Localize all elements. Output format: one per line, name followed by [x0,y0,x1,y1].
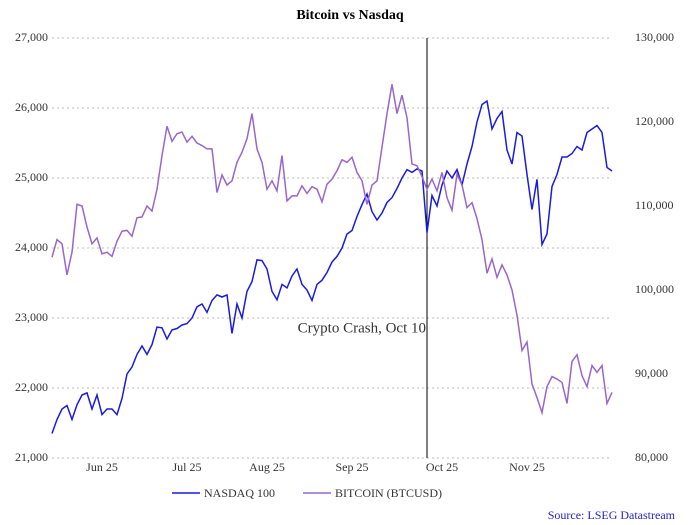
y2-tick-label: 120,000 [635,114,674,128]
x-tick-label: Nov 25 [509,460,545,474]
source: Source: LSEG Datastream [548,508,676,522]
y-tick-label: 27,000 [15,30,48,44]
y2-tick-label: 130,000 [635,30,674,44]
y-tick-label: 22,000 [15,380,48,394]
chart-title: Bitcoin vs Nasdaq [296,8,404,23]
series-line [51,99,613,434]
x-tick-label: Aug 25 [249,460,285,474]
y2-tick-label: 110,000 [635,198,674,212]
legend-label: NASDAQ 100 [204,486,275,500]
y2-tick-label: 100,000 [635,282,674,296]
y-tick-label: 21,000 [15,450,48,464]
x-tick-label: Jun 25 [86,460,118,474]
series-line [51,84,613,416]
annotation: Crypto Crash, Oct 10 [298,320,426,336]
x-tick-label: Jul 25 [172,460,201,474]
y-tick-label: 25,000 [15,170,48,184]
x-tick-label: Oct 25 [426,460,458,474]
y2-tick-label: 80,000 [635,450,668,464]
x-tick-label: Sep 25 [336,460,369,474]
y-tick-label: 24,000 [15,240,48,254]
y2-tick-label: 90,000 [635,366,668,380]
legend-label: BITCOIN (BTCUSD) [335,486,442,500]
y-tick-label: 26,000 [15,100,48,114]
y-tick-label: 23,000 [15,310,48,324]
